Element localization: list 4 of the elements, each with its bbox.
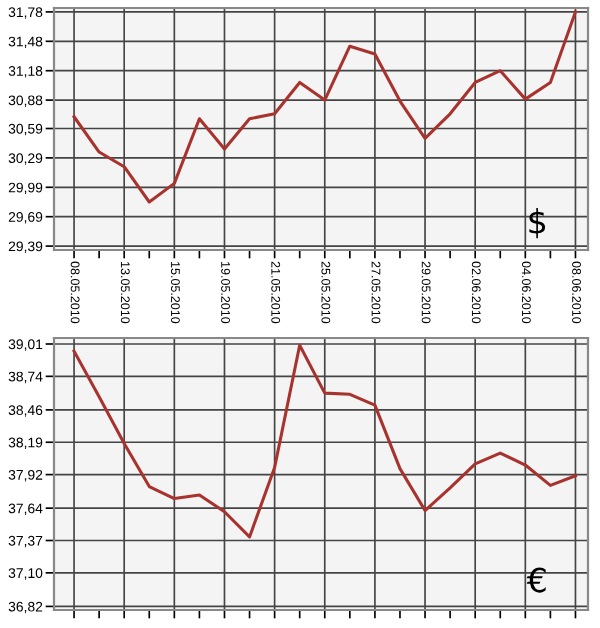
line-series (72, 10, 577, 204)
line-series (72, 343, 577, 539)
annotation: $ (529, 208, 546, 239)
annotation: € (526, 567, 546, 593)
